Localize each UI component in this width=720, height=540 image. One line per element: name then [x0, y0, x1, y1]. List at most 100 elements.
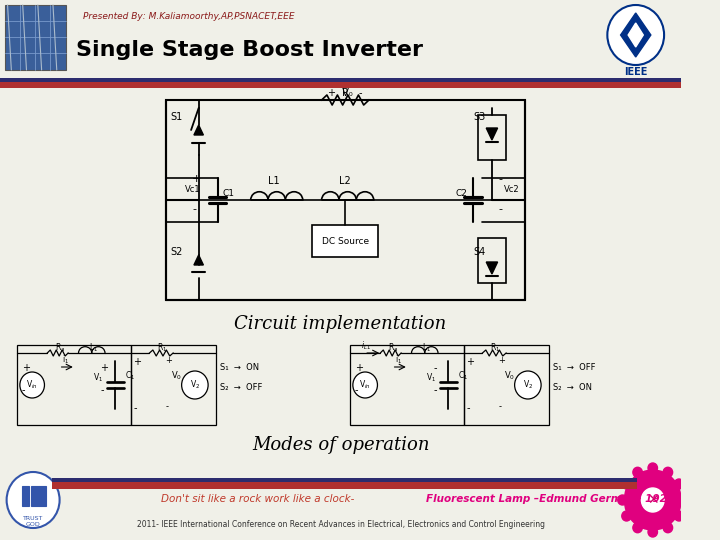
Text: C$_1$: C$_1$	[125, 370, 135, 382]
Polygon shape	[486, 262, 498, 274]
Text: TRUST
GOD: TRUST GOD	[23, 516, 43, 527]
Text: -: -	[133, 403, 137, 413]
Text: C$_1$: C$_1$	[458, 370, 468, 382]
Circle shape	[515, 371, 541, 399]
Text: S1: S1	[171, 112, 183, 122]
Text: V$_1$: V$_1$	[426, 372, 436, 384]
Text: -: -	[22, 385, 25, 395]
Circle shape	[181, 371, 208, 399]
Bar	[0, 82, 681, 88]
Circle shape	[20, 372, 45, 398]
Text: +: +	[192, 174, 202, 184]
Text: V$_1$: V$_1$	[93, 372, 103, 384]
Text: R$_1$: R$_1$	[490, 341, 500, 354]
Text: V$_0$: V$_0$	[504, 370, 516, 382]
Text: S3: S3	[473, 112, 485, 122]
Circle shape	[648, 527, 657, 537]
Circle shape	[624, 470, 681, 530]
Circle shape	[648, 463, 657, 473]
Bar	[5, 5, 66, 70]
Circle shape	[674, 511, 684, 521]
Polygon shape	[194, 255, 203, 265]
Text: +: +	[498, 356, 505, 365]
Text: -: -	[100, 385, 104, 395]
Text: i$_1$: i$_1$	[63, 354, 70, 367]
Text: V$_2$: V$_2$	[190, 379, 200, 392]
Text: -: -	[498, 402, 502, 411]
Text: Fluorescent Lamp –Edmund Germer - 1926: Fluorescent Lamp –Edmund Germer - 1926	[426, 494, 674, 504]
Circle shape	[622, 479, 631, 489]
Bar	[464, 345, 549, 425]
Polygon shape	[194, 125, 203, 135]
Text: S₁  →  OFF: S₁ → OFF	[554, 363, 596, 372]
Circle shape	[663, 467, 672, 477]
Circle shape	[353, 372, 377, 398]
Text: -: -	[498, 174, 503, 184]
Bar	[39, 486, 46, 506]
Text: R$_a$: R$_a$	[55, 341, 66, 354]
Text: ✕: ✕	[647, 493, 659, 507]
Text: L$_1$: L$_1$	[422, 341, 431, 354]
Text: -: -	[433, 385, 437, 395]
Bar	[52, 482, 636, 489]
Bar	[130, 345, 216, 425]
Text: S2: S2	[171, 247, 183, 257]
Bar	[312, 225, 379, 257]
Polygon shape	[486, 128, 498, 140]
Circle shape	[618, 495, 627, 505]
Text: Vc1: Vc1	[184, 185, 200, 194]
Text: C1: C1	[222, 189, 234, 198]
Text: Single Stage Boost Inverter: Single Stage Boost Inverter	[76, 40, 423, 60]
Circle shape	[663, 523, 672, 533]
Text: C2: C2	[456, 189, 468, 198]
Circle shape	[633, 467, 642, 477]
Text: -: -	[355, 385, 359, 395]
Text: V$_0$: V$_0$	[171, 370, 182, 382]
Text: i$_1$: i$_1$	[395, 354, 402, 367]
Text: Modes of operation: Modes of operation	[252, 436, 429, 454]
Text: +  V₀  -: + V₀ -	[328, 88, 363, 98]
Text: +: +	[467, 357, 474, 367]
Bar	[166, 100, 525, 300]
Text: S4: S4	[473, 247, 485, 257]
Text: L2: L2	[338, 176, 351, 186]
Text: +: +	[166, 356, 172, 365]
Text: 2011- IEEE International Conference on Recent Advances in Electrical, Electronic: 2011- IEEE International Conference on R…	[137, 520, 544, 529]
Text: S₂  →  OFF: S₂ → OFF	[220, 383, 263, 392]
Circle shape	[622, 511, 631, 521]
Text: -: -	[166, 402, 168, 411]
Bar	[22, 486, 30, 506]
Bar	[52, 478, 636, 482]
Text: R$_a$: R$_a$	[388, 341, 398, 354]
Text: Presented By: M.Kaliamoorthy,AP,PSNACET,EEE: Presented By: M.Kaliamoorthy,AP,PSNACET,…	[84, 12, 295, 21]
Text: R$_1$: R$_1$	[157, 341, 167, 354]
Text: L$_1$: L$_1$	[89, 341, 98, 354]
Circle shape	[642, 488, 664, 512]
Circle shape	[674, 479, 684, 489]
Bar	[17, 345, 130, 425]
Text: IEEE: IEEE	[624, 67, 647, 77]
Circle shape	[608, 5, 664, 65]
Circle shape	[678, 495, 688, 505]
Circle shape	[6, 472, 60, 528]
Text: Circuit implementation: Circuit implementation	[235, 315, 446, 333]
Text: +: +	[22, 363, 30, 373]
Text: i$_{L1}$: i$_{L1}$	[361, 339, 372, 352]
Circle shape	[633, 523, 642, 533]
Bar	[350, 345, 464, 425]
Text: L1: L1	[268, 176, 279, 186]
Text: DC Source: DC Source	[322, 237, 369, 246]
Text: -: -	[433, 363, 437, 373]
Text: V$_{in}$: V$_{in}$	[359, 379, 371, 392]
Polygon shape	[628, 23, 643, 47]
Text: S₁  →  ON: S₁ → ON	[220, 363, 259, 372]
Bar	[478, 115, 506, 160]
Bar	[478, 238, 506, 283]
Text: S₂  →  ON: S₂ → ON	[554, 383, 593, 392]
Bar	[0, 78, 681, 82]
Text: Don't sit like a rock work like a clock-: Don't sit like a rock work like a clock-	[161, 494, 357, 504]
Text: R: R	[342, 88, 348, 98]
Text: V$_2$: V$_2$	[523, 379, 533, 392]
Text: V$_{in}$: V$_{in}$	[26, 379, 38, 392]
Text: +: +	[100, 363, 108, 373]
